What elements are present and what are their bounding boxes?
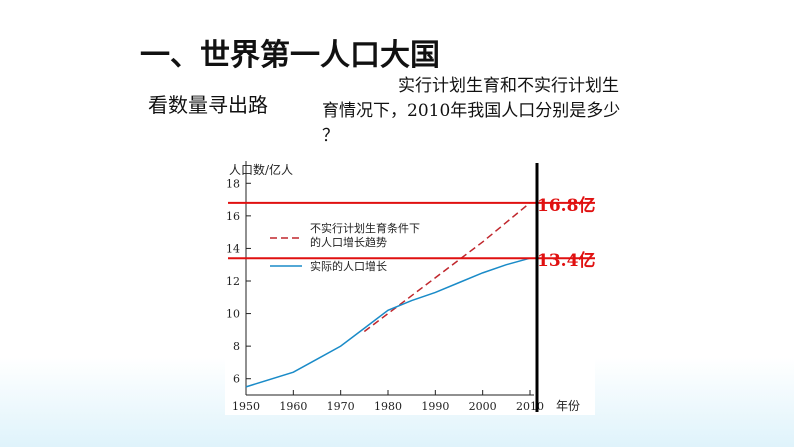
legend-actual-label: 实际的人口增长 [310, 259, 387, 273]
x-axis-label: 年份 [556, 399, 580, 413]
y-tick-label: 8 [233, 340, 240, 353]
x-tick-label: 2010 [516, 400, 544, 413]
y-tick-label: 10 [226, 308, 240, 321]
x-tick-label: 1970 [327, 400, 355, 413]
x-tick-label: 1950 [232, 400, 260, 413]
question-text: 实行计划生育和不实行计划生 育情况下，2010年我国人口分别是多少 ？ [322, 74, 672, 149]
legend-projected-label-line2: 的人口增长趋势 [310, 235, 387, 249]
y-tick-label: 16 [226, 210, 240, 223]
y-axis-label: 人口数/亿人 [229, 162, 293, 177]
y-tick-label: 14 [226, 242, 240, 255]
x-tick-label: 1980 [374, 400, 402, 413]
x-tick-label: 1960 [279, 400, 307, 413]
y-tick-label: 6 [233, 373, 240, 386]
y-tick-label: 18 [226, 177, 240, 190]
x-tick-label: 1990 [421, 400, 449, 413]
series-projected-line [363, 202, 531, 333]
question-line-3: ？ [322, 126, 339, 146]
annotation-label: 16.8亿 [537, 195, 595, 216]
x-tick-label: 2000 [469, 400, 497, 413]
question-line-2: 育情况下，2010年我国人口分别是多少 [322, 101, 621, 121]
slide-subtitle: 看数量寻出路 [148, 93, 268, 117]
slide-title: 一、世界第一人口大国 [140, 38, 440, 73]
question-line-1: 实行计划生育和不实行计划生 [398, 76, 619, 96]
legend-projected-label-line1: 不实行计划生育条件下 [310, 221, 420, 235]
annotation-label: 13.4亿 [537, 250, 595, 271]
y-tick-label: 12 [226, 275, 240, 288]
series-actual-line [245, 257, 531, 388]
